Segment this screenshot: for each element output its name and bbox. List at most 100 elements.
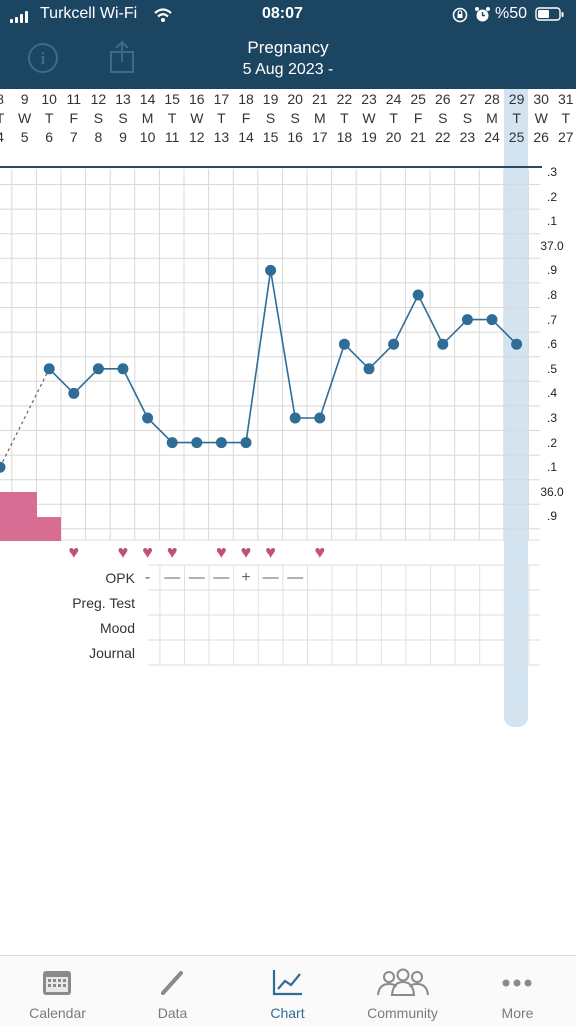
cycle-day: 11 [164,129,180,145]
tab-more[interactable]: More [460,956,575,1025]
temperature-point [338,338,350,350]
temperature-point [265,264,277,276]
cycle-day: 9 [119,129,127,145]
temperature-point [117,363,129,375]
date-day: 9 [20,91,29,107]
temperature-point [166,437,178,449]
tab-chart[interactable]: Chart [230,956,345,1025]
cycle-day: 16 [287,129,303,145]
mood-row-label: Mood [99,620,135,636]
wifi-icon [154,8,172,22]
temperature-point [215,437,227,449]
temperature-line-segment [0,368,50,468]
date-weekday: F [413,110,423,126]
date-day: 15 [164,91,180,107]
y-axis-label: .5 [546,361,557,376]
temperature-point [388,338,400,350]
tab-community[interactable]: Community [345,956,460,1025]
heart-icon: ♥ [240,542,252,562]
heart-icon: ♥ [216,542,227,562]
date-day: 16 [189,91,205,107]
date-weekday: S [118,110,128,126]
temperature-line-segment [245,270,272,443]
temperature-point [142,412,154,424]
cycle-day: 15 [262,129,279,145]
cycle-day: 7 [69,129,78,145]
date-day: 26 [435,91,451,107]
date-weekday: W [362,110,376,126]
temperature-chart[interactable] [0,0,576,700]
info-button[interactable]: i [28,43,58,73]
date-weekday: W [17,110,32,126]
date-weekday: W [534,110,548,126]
opk-result: + [241,569,251,586]
date-day: 12 [90,91,107,107]
cycle-day: 13 [213,129,230,145]
heart-icon: ♥ [68,542,80,562]
date-day: 18 [238,91,254,107]
y-axis-label: .1 [546,214,557,229]
period-bar [0,492,37,541]
date-day: 24 [385,91,402,107]
date-weekday: T [0,110,12,127]
date-weekday: M [141,110,154,126]
preg-test-row-label: Preg. Test [72,595,135,611]
heart-icon: ♥ [117,542,129,562]
temperature-point [240,437,252,449]
community-icon [377,968,429,996]
date-day: 30 [533,91,549,107]
date-day: 29 [508,91,525,107]
tab-data[interactable]: Data [115,956,230,1025]
temperature-point [437,338,449,350]
heart-icon: ♥ [265,542,276,562]
cycle-day: 4 [0,129,12,146]
y-axis-label: .8 [546,288,557,302]
date-weekday: T [561,110,571,126]
y-axis-label: .6 [546,337,557,352]
temperature-line-segment [73,368,99,394]
y-axis-label: .7 [546,312,557,327]
temperature-point [461,314,473,326]
tab-more-label: More [501,1005,534,1021]
tab-data-label: Data [157,1005,188,1021]
date-weekday: S [290,110,300,126]
cycle-day: 27 [558,129,574,145]
heart-icon: ♥ [142,542,153,562]
date-day: 25 [410,91,426,107]
date-day: 20 [287,91,303,107]
calendar-icon [43,971,71,995]
cycle-day: 25 [508,129,525,145]
cycle-day: 21 [410,129,426,145]
date-day: 21 [312,91,328,107]
date-weekday: T [167,110,177,126]
share-button[interactable] [108,40,136,74]
opk-result: — [188,569,205,586]
date-day: 28 [484,91,500,107]
date-day: 19 [262,91,279,107]
chart-icon [272,970,302,996]
tab-calendar[interactable]: Calendar [0,956,115,1025]
date-day: 22 [336,91,353,107]
cycle-day: 5 [20,129,29,145]
opk-result: — [213,569,230,586]
date-day: 31 [558,91,574,107]
cycle-day: 24 [484,129,500,145]
date-weekday: S [438,110,448,126]
temperature-point [43,363,55,375]
carrier-label: Turkcell Wi-Fi [40,5,138,22]
temperature-line-segment [319,343,346,419]
heart-icon: ♥ [314,542,326,562]
temperature-point [289,412,301,424]
page-title: Pregnancy [247,38,329,57]
date-weekday: T [217,110,226,126]
opk-result: — [287,569,304,586]
battery-icon [535,7,564,21]
opk-result: — [164,569,181,586]
temperature-line-segment [442,319,468,345]
y-axis-label: .3 [546,165,557,179]
date-day: 13 [115,91,131,107]
cycle-day: 19 [361,129,377,145]
more-icon [502,979,532,987]
temperature-point [92,363,104,375]
temperature-line-segment [343,343,370,370]
